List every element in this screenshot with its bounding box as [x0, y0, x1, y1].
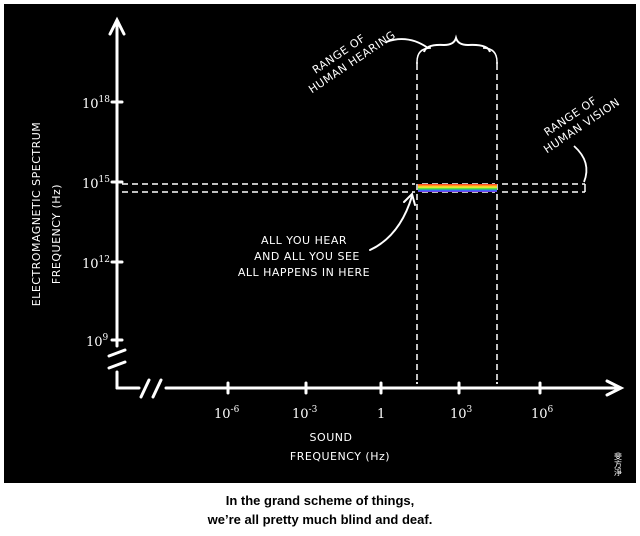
hearing-pointer — [385, 38, 429, 49]
hearing-range-band — [416, 47, 498, 384]
x-tick-label: 106 — [531, 405, 554, 422]
caption-line: we’re all pretty much blind and deaf. — [207, 512, 433, 527]
annotation-line: ALL YOU HEAR — [261, 234, 347, 247]
vision-range-band — [122, 183, 586, 193]
hearing-label: RANGE OF HUMAN HEARING — [306, 28, 398, 96]
x-axis-title-units: FREQUENCY (Hz) — [290, 450, 390, 463]
x-axis-title: SOUND — [310, 431, 353, 444]
y-tick-label: 1018 — [82, 95, 110, 112]
annotation-line: AND ALL YOU SEE — [254, 250, 360, 263]
caption: In the grand scheme of things, we’re all… — [0, 491, 640, 529]
spectrum-diagram: 1018 1015 1012 109 10-6 10-3 1 103 106 E… — [30, 16, 625, 476]
vision-pointer — [573, 145, 588, 183]
y-tick-label: 1012 — [82, 255, 110, 272]
x-tick-label: 10-3 — [292, 405, 318, 422]
x-tick-label: 103 — [450, 405, 473, 422]
hearing-brace — [423, 34, 491, 53]
vision-label: RANGE OF HUMAN VISION — [541, 94, 622, 156]
y-tick-marks — [110, 100, 124, 342]
artist-signature: 斐方淨 — [614, 451, 623, 476]
visible-spectrum-overlap — [418, 184, 497, 192]
comic-panel: 1018 1015 1012 109 10-6 10-3 1 103 106 E… — [4, 4, 636, 483]
x-tick-marks — [226, 381, 542, 395]
x-tick-label: 1 — [377, 407, 385, 422]
y-tick-label: 1015 — [82, 175, 110, 192]
annotation-arrow — [369, 192, 416, 251]
x-axis — [115, 378, 625, 399]
x-axis-break — [139, 378, 151, 399]
y-axis-title-units: FREQUENCY (Hz) — [50, 184, 63, 284]
annotation-line: ALL HAPPENS IN HERE — [238, 266, 370, 279]
x-tick-label: 10-6 — [214, 405, 240, 422]
caption-line: In the grand scheme of things, — [225, 493, 415, 508]
y-axis-title: ELECTROMAGNETIC SPECTRUM — [30, 122, 43, 307]
y-tick-label: 109 — [86, 333, 109, 350]
y-axis — [107, 16, 127, 390]
y-axis-break — [107, 348, 127, 358]
